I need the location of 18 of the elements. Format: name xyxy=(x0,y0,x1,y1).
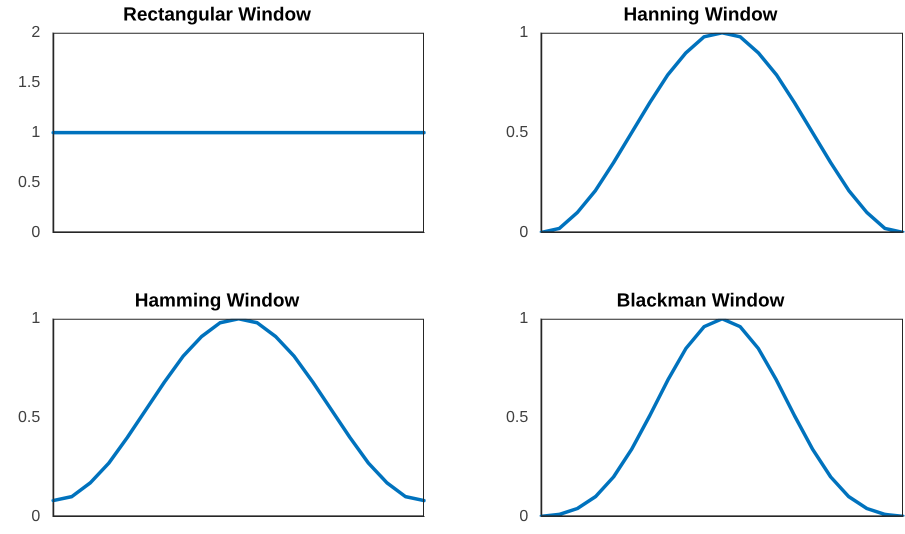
y-tick-label: 0 xyxy=(519,224,528,241)
y-tick-label: 0.5 xyxy=(506,409,528,426)
y-tick-label: 1.5 xyxy=(18,74,40,92)
y-tick-label: 0 xyxy=(519,508,528,525)
y-tick-label: 2 xyxy=(31,24,40,42)
chart-title: Blackman Window xyxy=(616,290,785,312)
y-tick-label: 0.5 xyxy=(18,174,40,191)
chart-title: Rectangular Window xyxy=(123,4,312,26)
y-tick-label: 0.5 xyxy=(18,409,40,426)
y-tick-label: 1 xyxy=(31,124,40,142)
chart-title: Hanning Window xyxy=(624,4,778,26)
chart-title: Hamming Window xyxy=(134,290,300,312)
y-tick-label: 1 xyxy=(519,310,528,328)
y-tick-label: 1 xyxy=(31,310,40,328)
y-tick-label: 0 xyxy=(31,224,40,241)
y-tick-label: 1 xyxy=(519,24,528,42)
y-tick-label: 0 xyxy=(31,508,40,525)
y-tick-label: 0.5 xyxy=(506,124,528,142)
